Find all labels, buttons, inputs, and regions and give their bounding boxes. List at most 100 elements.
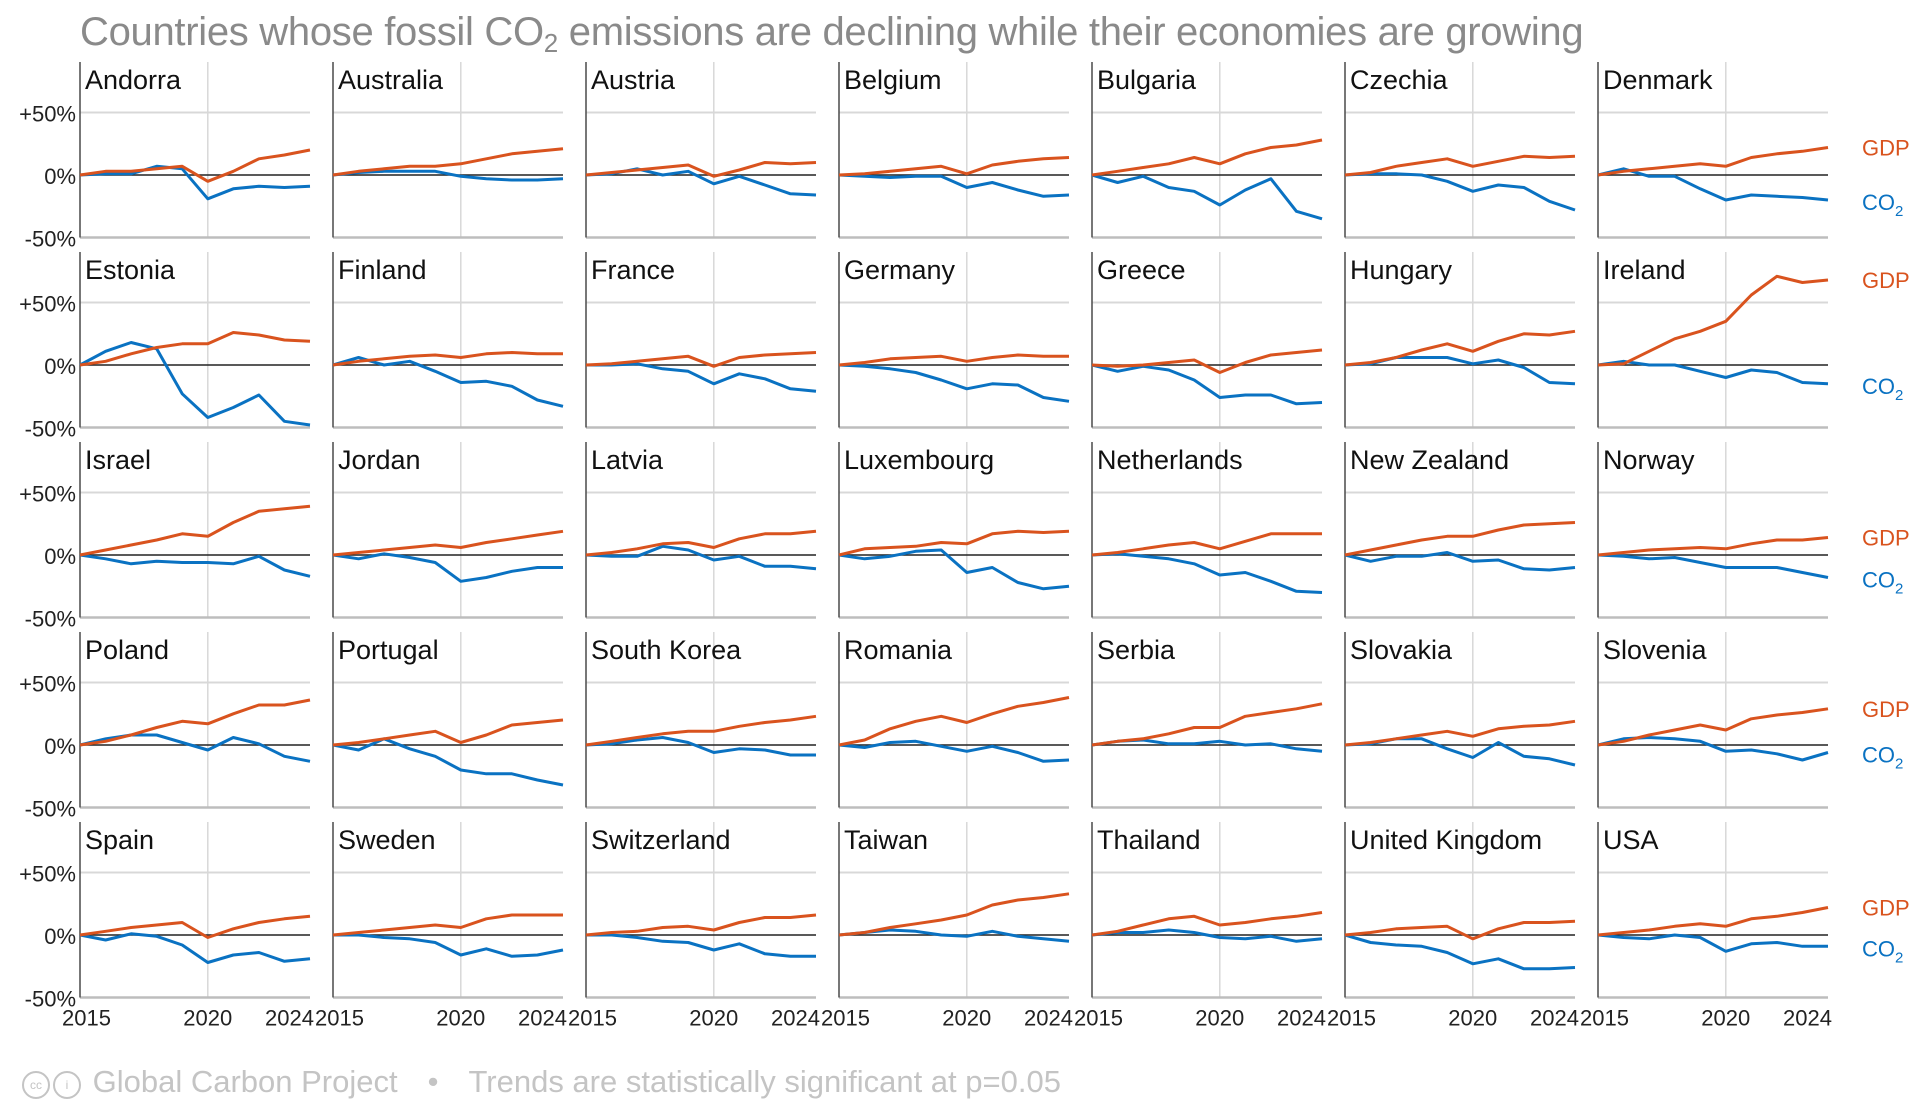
series-line-co2 (1344, 172, 1576, 212)
panel-title: Germany (844, 255, 956, 285)
y-tick-label: 0% (44, 544, 76, 569)
panel-netherlands: Netherlands (1091, 442, 1323, 619)
series-line-co2 (1091, 363, 1323, 406)
series-line-gdp (1344, 154, 1576, 177)
series-line-gdp (838, 529, 1070, 557)
series-line-gdp (1597, 146, 1829, 177)
panel-title: Greece (1097, 255, 1186, 285)
series-line-co2 (838, 739, 1070, 763)
series-line-gdp (1091, 911, 1323, 937)
series-line-co2 (838, 363, 1070, 403)
panel-luxembourg: Luxembourg (838, 442, 1070, 619)
y-tick-label: +50% (19, 862, 76, 887)
series-line-gdp (838, 156, 1070, 177)
legend-gdp: GDP (1862, 697, 1910, 722)
title-subscript: 2 (543, 28, 558, 58)
x-tick-label: 2020 (1448, 1006, 1497, 1031)
series-line-co2 (585, 736, 816, 757)
series-line-gdp (1597, 536, 1829, 557)
x-tick-label: 2024 (518, 1006, 567, 1031)
series-line-gdp (585, 913, 817, 937)
panel-portugal: Portugal (332, 632, 564, 809)
cc-license-icon: cc (22, 1071, 50, 1099)
y-tick-label: +50% (19, 102, 76, 127)
panel-title: Sweden (338, 825, 436, 855)
series-line-gdp (1344, 719, 1576, 747)
series-line-gdp (838, 353, 1069, 367)
panel-germany: Germany (838, 252, 1070, 429)
series-line-gdp (1091, 348, 1323, 374)
series-line-co2 (586, 933, 816, 958)
series-line-gdp (79, 914, 311, 939)
panel-title: Taiwan (844, 825, 928, 855)
series-line-co2 (1091, 928, 1323, 943)
series-line-co2 (1344, 551, 1576, 572)
panel-south-korea: South Korea (585, 632, 817, 809)
panel-title: Australia (338, 65, 444, 95)
series-line-co2 (333, 933, 564, 958)
panel-title: Andorra (85, 65, 182, 95)
series-line-gdp (1344, 329, 1576, 367)
series-line-co2 (1597, 359, 1829, 386)
panel-title: USA (1603, 825, 1659, 855)
panel-thailand: Thailand 2015 2020 2024 (1074, 822, 1326, 1031)
y-tick-label: -50% (25, 417, 76, 442)
y-tick-label: 0% (44, 354, 76, 379)
series-line-co2 (332, 737, 564, 787)
series-line-gdp (332, 913, 563, 937)
panel-bulgaria: Bulgaria (1091, 62, 1323, 239)
series-line-co2 (586, 362, 817, 393)
panel-jordan: Jordan (332, 442, 564, 619)
series-line-gdp (79, 331, 311, 367)
panel-title: France (591, 255, 675, 285)
chart-title: Countries whose fossil CO2 emissions are… (80, 10, 1584, 59)
title-text: Countries whose fossil CO (80, 10, 544, 54)
panel-ireland: Ireland GDP CO2 (1597, 252, 1910, 429)
series-line-co2 (332, 552, 563, 583)
footer-note: Trends are statistically significant at … (468, 1064, 1061, 1099)
x-tick-label: 2015 (568, 1006, 617, 1031)
legend-co2: CO2 (1862, 568, 1903, 598)
legend-gdp: GDP (1862, 268, 1910, 293)
x-tick-label: 2015 (62, 1006, 111, 1031)
panel-title: Israel (85, 445, 151, 475)
x-tick-label: 2024 (265, 1006, 314, 1031)
series-line-gdp (585, 529, 817, 557)
series-line-gdp (332, 147, 564, 177)
panel-title: South Korea (591, 635, 742, 665)
panel-switzerland: Switzerland 2015 2020 2024 (568, 822, 820, 1031)
series-line-gdp (332, 718, 564, 747)
x-tick-label: 2015 (821, 1006, 870, 1031)
series-line-gdp (79, 148, 311, 183)
y-tick-label: +50% (19, 482, 76, 507)
panel-title: Czechia (1350, 65, 1449, 95)
panel-slovakia: Slovakia (1344, 632, 1576, 809)
x-tick-label: 2015 (315, 1006, 364, 1031)
legend-co2: CO2 (1862, 190, 1903, 220)
series-line-co2 (1091, 173, 1323, 221)
x-tick-label: 2020 (1701, 1006, 1750, 1031)
title-text-end: emissions are declining while their econ… (557, 10, 1584, 54)
x-tick-label: 2020 (689, 1006, 738, 1031)
series-line-co2 (1344, 933, 1576, 971)
legend-co2: CO2 (1862, 936, 1903, 966)
y-tick-label: -50% (25, 987, 76, 1012)
panel-title: Slovenia (1603, 635, 1708, 665)
panel-title: Serbia (1097, 635, 1176, 665)
panel-spain: Spain -50% 0% +50% 2015 2020 2024 (19, 822, 314, 1031)
panel-title: Latvia (591, 445, 664, 475)
footer: cc i Global Carbon Project • Trends are sta… (22, 1064, 1061, 1100)
panel-finland: Finland (332, 252, 564, 429)
panel-slovenia: Slovenia GDP CO2 (1597, 632, 1910, 809)
series-line-gdp (1091, 532, 1322, 557)
x-tick-label: 2015 (1074, 1006, 1123, 1031)
panel-united-kingdom: United Kingdom 2015 2020 2024 (1327, 822, 1579, 1031)
y-tick-label: -50% (25, 607, 76, 632)
panel-estonia: Estonia -50% 0% +50% (19, 252, 311, 442)
panel-romania: Romania (838, 632, 1070, 809)
panel-france: France (585, 252, 817, 429)
footer-org: Global Carbon Project (92, 1064, 398, 1099)
panel-title: New Zealand (1350, 445, 1509, 475)
panel-denmark: Denmark GDP CO2 (1597, 62, 1910, 239)
panel-title: Switzerland (591, 825, 731, 855)
